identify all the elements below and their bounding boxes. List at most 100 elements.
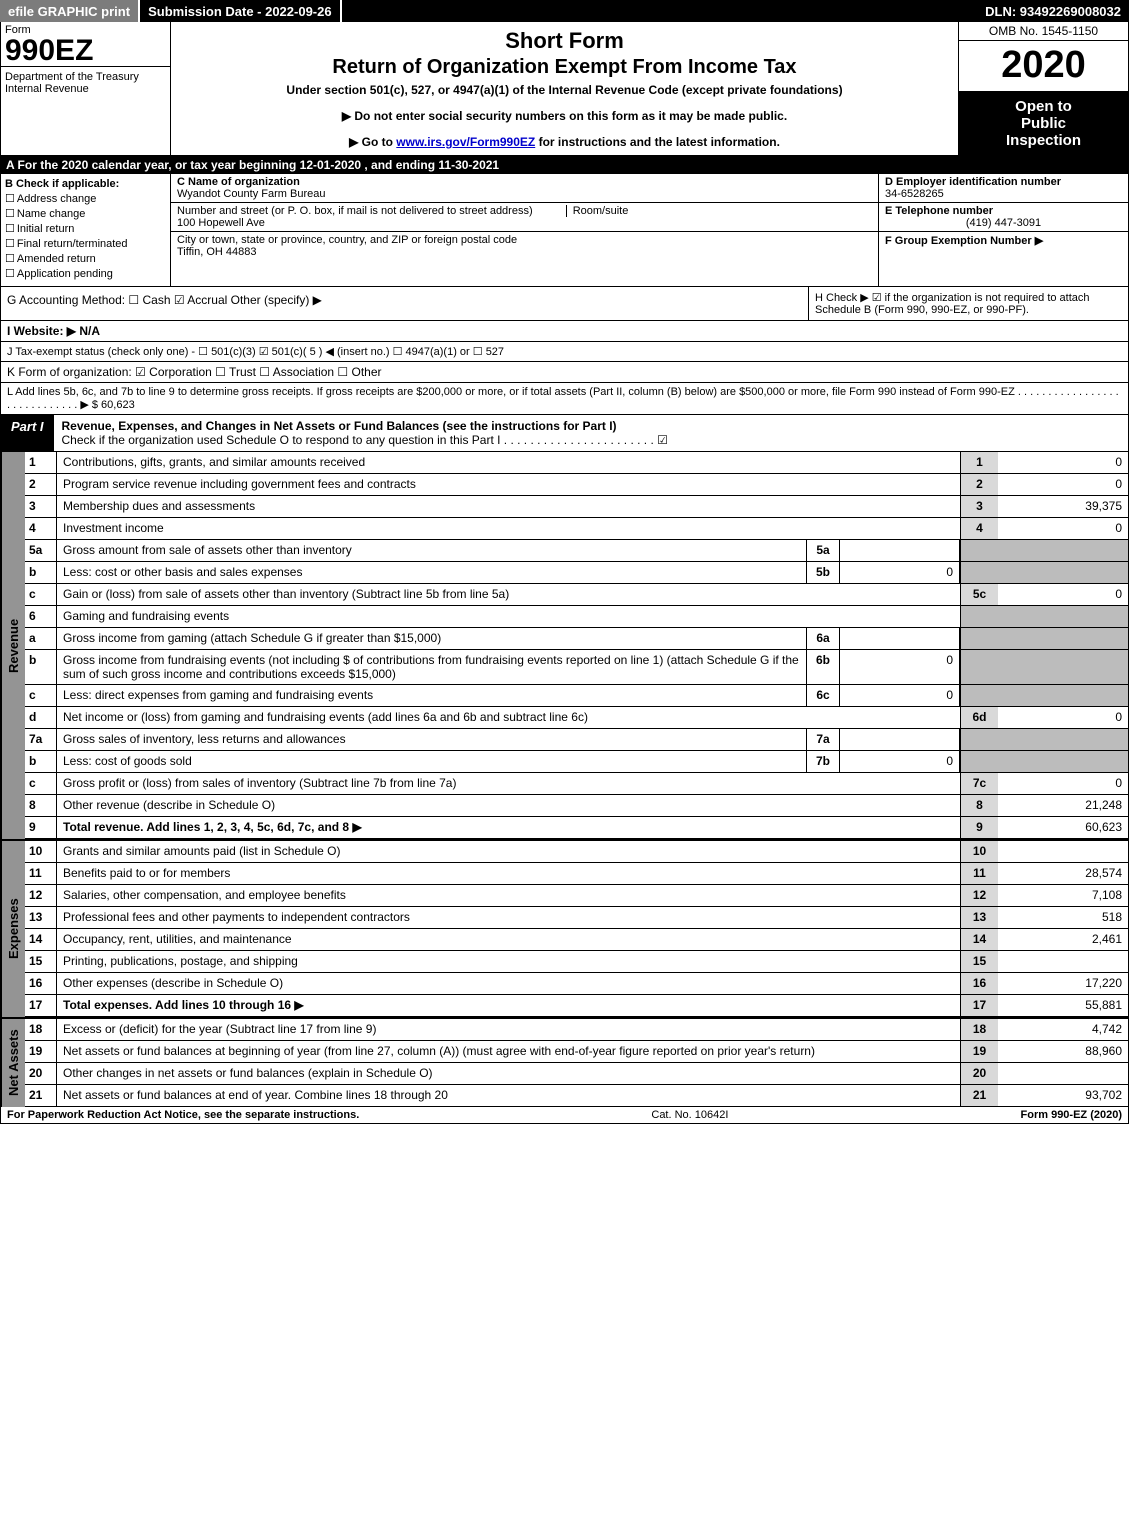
- insp2: Public: [963, 115, 1124, 132]
- amount-cell: 0: [998, 707, 1128, 728]
- amount-cell: [998, 650, 1128, 684]
- netassets-side-label: Net Assets: [1, 1019, 25, 1107]
- table-row: dNet income or (loss) from gaming and fu…: [25, 707, 1129, 729]
- row-description: Benefits paid to or for members: [57, 863, 960, 884]
- row-number: 12: [25, 885, 57, 906]
- expenses-section: Expenses 10Grants and similar amounts pa…: [0, 839, 1129, 1017]
- row-description: Gross income from gaming (attach Schedul…: [57, 628, 806, 649]
- line-number-cell: 5c: [960, 584, 998, 605]
- form-header: Form 990EZ Department of the Treasury In…: [0, 22, 1129, 156]
- row-number: 14: [25, 929, 57, 950]
- sub-line-value: [840, 729, 960, 750]
- d-label: D Employer identification number: [885, 176, 1061, 188]
- ein-value: 34-6528265: [885, 188, 944, 200]
- info-grid: B Check if applicable: Address change Na…: [0, 174, 1129, 287]
- part1-title: Revenue, Expenses, and Changes in Net As…: [54, 415, 1128, 451]
- line-number-cell: 15: [960, 951, 998, 972]
- submission-date: Submission Date - 2022-09-26: [140, 0, 342, 22]
- row-number: 18: [25, 1019, 57, 1040]
- table-row: 3Membership dues and assessments339,375: [25, 496, 1129, 518]
- sub-line-number: 5a: [806, 540, 840, 561]
- line-number-cell: [960, 751, 998, 772]
- chk-address-change[interactable]: Address change: [5, 192, 166, 205]
- row-description: Net income or (loss) from gaming and fun…: [57, 707, 960, 728]
- amount-cell: 4,742: [998, 1019, 1128, 1040]
- row-number: 6: [25, 606, 57, 627]
- row-number: 4: [25, 518, 57, 539]
- table-row: cGain or (loss) from sale of assets othe…: [25, 584, 1129, 606]
- box-b: B Check if applicable: Address change Na…: [1, 174, 171, 286]
- line-number-cell: 16: [960, 973, 998, 994]
- box-d: D Employer identification number 34-6528…: [879, 174, 1128, 203]
- org-name-row: C Name of organization Wyandot County Fa…: [171, 174, 878, 203]
- row-number: 5a: [25, 540, 57, 561]
- row-number: 8: [25, 795, 57, 816]
- row-description: Contributions, gifts, grants, and simila…: [57, 452, 960, 473]
- city-value: Tiffin, OH 44883: [177, 246, 257, 258]
- line-number-cell: [960, 606, 998, 627]
- table-row: 16Other expenses (describe in Schedule O…: [25, 973, 1129, 995]
- box-e: E Telephone number (419) 447-3091: [879, 203, 1128, 232]
- insp1: Open to: [963, 98, 1124, 115]
- amount-cell: 55,881: [998, 995, 1128, 1016]
- sub-line-number: 6b: [806, 650, 840, 684]
- amount-cell: 0: [998, 773, 1128, 794]
- f-label: F Group Exemption Number ▶: [885, 235, 1043, 247]
- row-description: Salaries, other compensation, and employ…: [57, 885, 960, 906]
- row-number: b: [25, 650, 57, 684]
- table-row: 2Program service revenue including gover…: [25, 474, 1129, 496]
- line-number-cell: 1: [960, 452, 998, 473]
- title-short-form: Short Form: [179, 28, 950, 54]
- e-label: E Telephone number: [885, 205, 993, 217]
- sub-line-number: 6c: [806, 685, 840, 706]
- row-description: Other changes in net assets or fund bala…: [57, 1063, 960, 1084]
- row-description: Excess or (deficit) for the year (Subtra…: [57, 1019, 960, 1040]
- row-number: 19: [25, 1041, 57, 1062]
- part1-label: Part I: [1, 415, 54, 451]
- table-row: 20Other changes in net assets or fund ba…: [25, 1063, 1129, 1085]
- chk-application-pending[interactable]: Application pending: [5, 267, 166, 280]
- amount-cell: 518: [998, 907, 1128, 928]
- sub-line-number: 7a: [806, 729, 840, 750]
- row-description: Membership dues and assessments: [57, 496, 960, 517]
- row-description: Other expenses (describe in Schedule O): [57, 973, 960, 994]
- amount-cell: [998, 841, 1128, 862]
- part1-sub: Check if the organization used Schedule …: [62, 433, 668, 447]
- chk-amended-return[interactable]: Amended return: [5, 252, 166, 265]
- amount-cell: 0: [998, 584, 1128, 605]
- row-number: c: [25, 773, 57, 794]
- line-number-cell: [960, 628, 998, 649]
- irs-link[interactable]: www.irs.gov/Form990EZ: [396, 135, 535, 149]
- amount-cell: 88,960: [998, 1041, 1128, 1062]
- room-label: Room/suite: [566, 205, 629, 217]
- chk-initial-return[interactable]: Initial return: [5, 222, 166, 235]
- title-return: Return of Organization Exempt From Incom…: [179, 56, 950, 79]
- note-link: ▶ Go to www.irs.gov/Form990EZ for instru…: [179, 135, 950, 149]
- line-number-cell: 8: [960, 795, 998, 816]
- table-row: aGross income from gaming (attach Schedu…: [25, 628, 1129, 650]
- line-number-cell: 20: [960, 1063, 998, 1084]
- row-number: 13: [25, 907, 57, 928]
- table-row: 8Other revenue (describe in Schedule O)8…: [25, 795, 1129, 817]
- revenue-section: Revenue 1Contributions, gifts, grants, a…: [0, 452, 1129, 839]
- row-number: b: [25, 562, 57, 583]
- row-description: Gain or (loss) from sale of assets other…: [57, 584, 960, 605]
- inspection-box: Open to Public Inspection: [959, 92, 1128, 155]
- line-number-cell: 4: [960, 518, 998, 539]
- gh-row: G Accounting Method: ☐ Cash ☑ Accrual Ot…: [0, 287, 1129, 321]
- row-description: Gaming and fundraising events: [57, 606, 960, 627]
- note2-pre: ▶ Go to: [349, 135, 396, 149]
- table-row: bLess: cost or other basis and sales exp…: [25, 562, 1129, 584]
- table-row: 21Net assets or fund balances at end of …: [25, 1085, 1129, 1107]
- chk-name-change[interactable]: Name change: [5, 207, 166, 220]
- row-description: Gross income from fundraising events (no…: [57, 650, 806, 684]
- line-l: L Add lines 5b, 6c, and 7b to line 9 to …: [0, 383, 1129, 415]
- header-center: Short Form Return of Organization Exempt…: [171, 22, 958, 155]
- table-row: 4Investment income40: [25, 518, 1129, 540]
- amount-cell: [998, 751, 1128, 772]
- header-left: Form 990EZ Department of the Treasury In…: [1, 22, 171, 155]
- efile-label: efile GRAPHIC print: [0, 0, 140, 22]
- line-g: G Accounting Method: ☐ Cash ☑ Accrual Ot…: [1, 287, 808, 320]
- row-description: Total expenses. Add lines 10 through 16 …: [57, 995, 960, 1016]
- chk-final-return[interactable]: Final return/terminated: [5, 237, 166, 250]
